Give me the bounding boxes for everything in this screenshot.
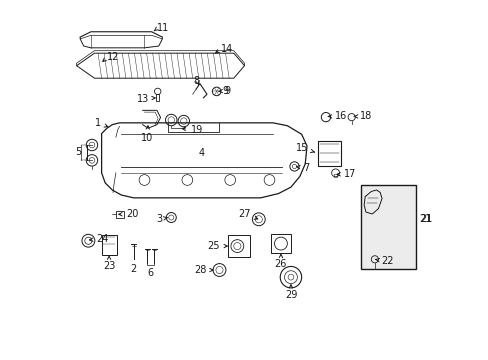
Text: 10: 10 bbox=[141, 126, 153, 143]
Text: 12: 12 bbox=[107, 53, 119, 63]
Text: 16: 16 bbox=[328, 111, 346, 121]
Bar bbox=[116, 211, 123, 217]
Text: 28: 28 bbox=[194, 265, 213, 275]
Bar bbox=[333, 174, 337, 177]
Text: 2: 2 bbox=[130, 264, 137, 274]
Text: 7: 7 bbox=[296, 163, 309, 173]
Text: 4: 4 bbox=[198, 148, 204, 158]
Text: 29: 29 bbox=[284, 290, 297, 300]
Text: 22: 22 bbox=[375, 256, 393, 266]
Text: 21: 21 bbox=[419, 214, 432, 224]
Text: 13: 13 bbox=[136, 94, 155, 104]
Text: 1: 1 bbox=[95, 118, 107, 128]
Bar bbox=[102, 235, 116, 255]
Bar bbox=[228, 235, 249, 257]
Text: 9: 9 bbox=[222, 86, 228, 96]
Text: 11: 11 bbox=[157, 23, 169, 33]
Text: 26: 26 bbox=[274, 259, 286, 269]
Text: 23: 23 bbox=[102, 256, 115, 271]
Text: 17: 17 bbox=[336, 169, 355, 179]
Text: 5: 5 bbox=[75, 148, 81, 157]
Text: 15: 15 bbox=[296, 143, 314, 153]
Text: 14: 14 bbox=[221, 44, 233, 54]
Text: 20: 20 bbox=[119, 209, 138, 219]
Bar bbox=[156, 94, 159, 102]
Text: 24: 24 bbox=[89, 234, 108, 244]
Text: 19: 19 bbox=[182, 125, 203, 135]
Text: 25: 25 bbox=[207, 241, 227, 251]
Bar bbox=[360, 185, 415, 269]
Text: 8: 8 bbox=[193, 76, 200, 86]
Text: 6: 6 bbox=[147, 268, 154, 278]
Bar bbox=[271, 234, 290, 253]
Text: 21: 21 bbox=[415, 214, 431, 224]
Text: 18: 18 bbox=[353, 111, 371, 121]
Text: 9: 9 bbox=[218, 86, 230, 96]
Text: 27: 27 bbox=[238, 209, 257, 219]
Text: 3: 3 bbox=[156, 214, 167, 224]
Bar bbox=[317, 141, 340, 166]
